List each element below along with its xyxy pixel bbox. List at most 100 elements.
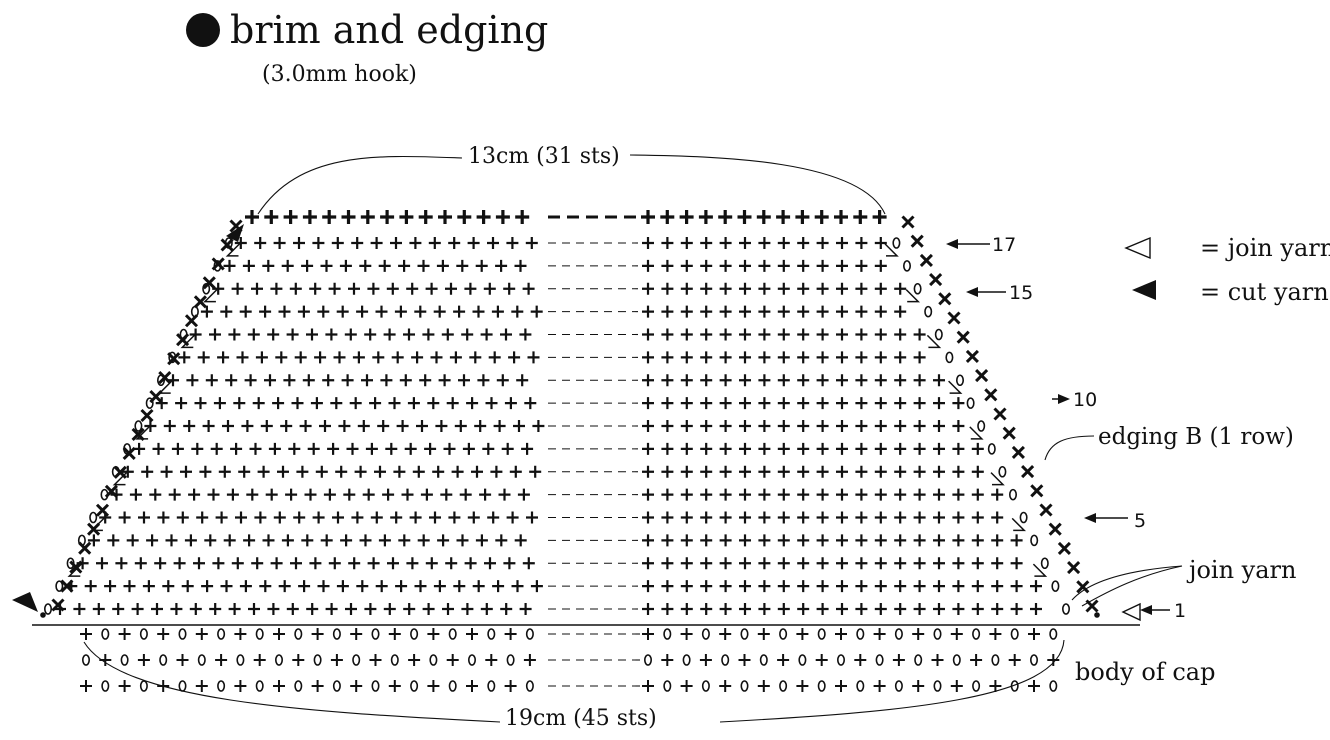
single-crochet-stitch [296,465,309,478]
single-crochet-stitch [758,351,771,364]
single-crochet-stitch [1010,557,1023,570]
chain-stitch [1008,488,1017,501]
chain-stitch [972,680,981,692]
edging-stitch [193,295,207,309]
edging-stitch [1011,445,1025,459]
turning-chain-mark [225,243,241,257]
single-crochet-stitch [345,603,357,615]
single-crochet-stitch [436,259,449,272]
chain-stitch [332,680,341,692]
single-crochet-stitch [719,580,732,593]
single-crochet-stitch [155,397,168,410]
single-crochet-stitch [913,328,926,341]
single-crochet-stitch [361,374,373,387]
single-crochet-stitch [836,580,848,593]
edging-stitch [1002,426,1016,440]
single-crochet-stitch [325,328,338,341]
single-crochet-stitch [874,580,887,593]
single-crochet-stitch [700,282,713,295]
single-crochet-stitch [700,465,713,478]
single-crochet-stitch [292,654,305,666]
single-crochet-stitch [952,442,965,455]
turning-chain-mark [969,426,984,440]
chain-stitch [82,654,91,666]
single-crochet-stitch [758,603,771,615]
single-crochet-stitch [739,237,751,249]
single-crochet-stitch [952,465,965,478]
single-crochet-stitch [816,442,829,455]
single-crochet-stitch [438,374,451,387]
single-crochet-stitch [312,237,325,249]
single-crochet-stitch [234,680,247,692]
single-crochet-stitch [873,680,886,692]
single-crochet-stitch [931,654,944,666]
single-crochet-stitch [816,580,829,593]
chain-stitch [294,628,303,640]
single-crochet-stitch [661,580,674,593]
single-crochet-stitch [836,237,848,249]
single-crochet-stitch [180,465,192,478]
single-crochet-stitch [834,210,848,224]
single-crochet-stitch [874,328,887,341]
single-crochet-stitch [273,680,285,692]
single-crochet-stitch [207,488,220,501]
single-crochet-stitch [390,511,403,524]
single-crochet-stitch [642,420,654,432]
single-crochet-stitch [289,282,302,295]
single-crochet-stitch [991,488,1004,501]
single-crochet-stitch [700,328,713,341]
single-crochet-stitch [933,488,945,501]
single-crochet-stitch [661,654,674,666]
single-crochet-stitch [462,442,475,455]
chain-stitch [159,654,168,666]
single-crochet-stitch [223,534,236,547]
single-crochet-stitch [369,397,382,410]
single-crochet-stitch [453,305,466,318]
arrow-row-15-head [966,287,978,297]
chart-subtitle: (3.0mm hook) [262,62,417,87]
chain-stitch [255,628,264,640]
single-crochet-stitch [267,603,280,615]
single-crochet-stitch [719,628,732,640]
single-crochet-stitch [163,420,176,432]
chain-stitch [902,260,911,272]
single-crochet-stitch [758,442,771,455]
single-crochet-stitch [777,282,790,295]
single-crochet-stitch [757,680,770,692]
single-crochet-stitch [343,488,356,501]
single-crochet-stitch [443,442,456,455]
single-crochet-stitch [360,210,375,224]
chain-stitch [945,351,954,364]
chain-stitch [856,628,865,640]
bottom-dimension-arc-right [719,639,1065,723]
single-crochet-stitch [322,374,335,387]
single-crochet-stitch [429,511,441,524]
single-crochet-stitch [385,442,398,455]
single-crochet-stitch [453,580,466,593]
single-crochet-stitch [661,534,674,547]
single-crochet-stitch [719,237,732,249]
single-crochet-stitch [420,488,433,501]
single-crochet-stitch [739,465,751,478]
single-crochet-stitch [228,603,241,615]
single-crochet-stitch [302,374,315,387]
single-crochet-stitch [971,534,984,547]
single-crochet-stitch [317,580,330,593]
single-crochet-stitch [378,534,391,547]
single-crochet-stitch [330,397,343,410]
single-crochet-stitch [913,534,926,547]
chain-stitch [487,628,496,640]
single-crochet-stitch [417,534,430,547]
single-crochet-stitch [503,282,516,295]
single-crochet-stitch [414,305,427,318]
single-crochet-stitch [188,488,201,501]
single-crochet-stitch [197,351,210,364]
single-crochet-stitch [427,397,440,410]
join-yarn-leader-2 [1081,565,1183,607]
single-crochet-stitch [233,397,246,410]
single-crochet-stitch [495,259,508,272]
single-crochet-stitch [855,397,868,410]
single-crochet-stitch [157,628,170,640]
edging-stitch [60,579,74,593]
single-crochet-stitch [302,210,317,224]
